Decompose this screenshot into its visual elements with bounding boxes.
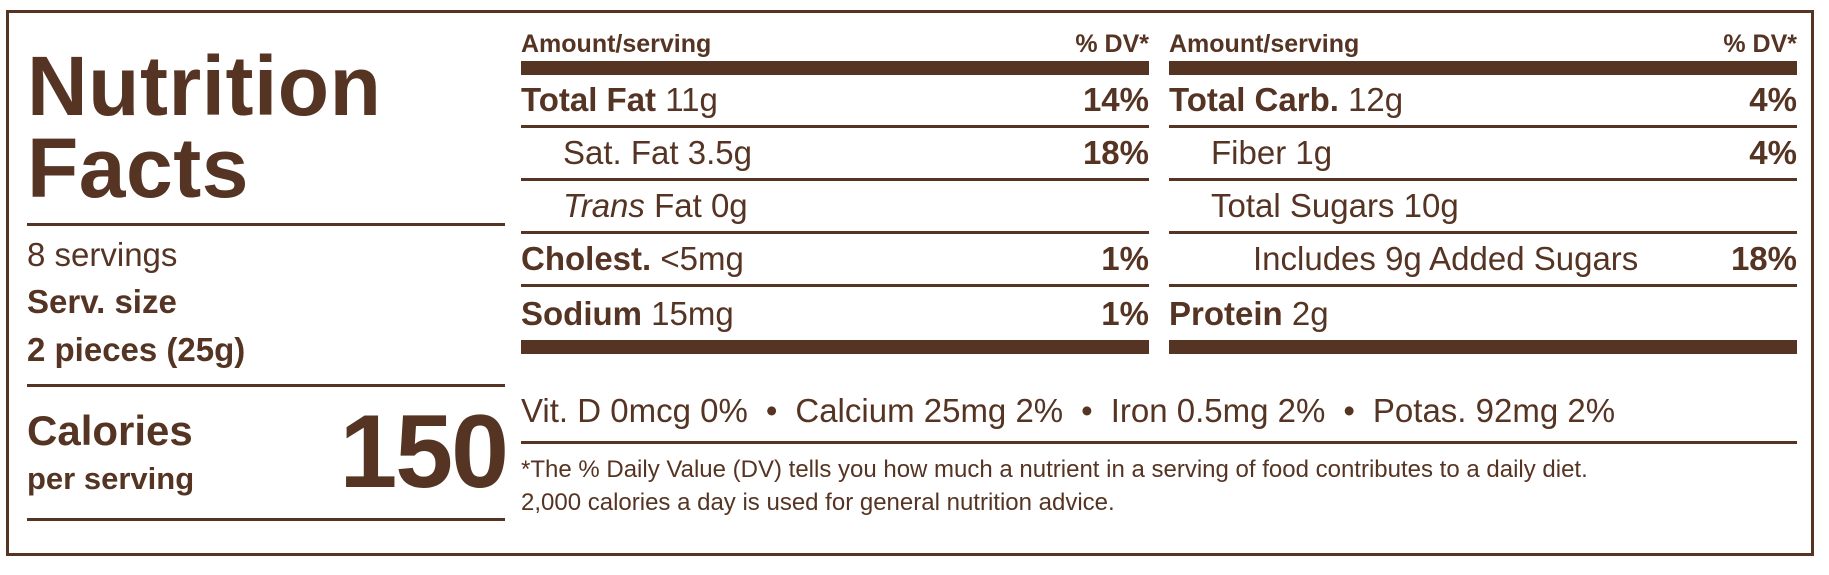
nutrient-amount: <5mg: [660, 240, 744, 277]
title-line-1: Nutrition: [27, 39, 382, 133]
vitamins-minerals-line: Vit. D 0mcg 0% • Calcium 25mg 2% • Iron 0.5m…: [521, 383, 1797, 444]
nutrient-dv: 4%: [1749, 134, 1797, 171]
column-header: Amount/serving % DV*: [521, 13, 1149, 61]
header-dv: % DV*: [1075, 30, 1149, 58]
nutrient-amount: 2g: [1291, 294, 1329, 332]
nutrient-name: Includes 9g Added Sugars: [1253, 240, 1639, 277]
header-amount: Amount/serving: [521, 30, 712, 58]
potassium: Potas. 92mg 2%: [1372, 392, 1616, 429]
nutrient-column-right: Amount/serving % DV* Total Carb. 12g 4% …: [1169, 13, 1797, 354]
nutrient-name: Total Sugars: [1211, 187, 1395, 224]
calories-block: Calories per serving 150: [27, 387, 509, 518]
nutrient-amount: 1g: [1295, 134, 1333, 171]
nutrient-name: Protein: [1169, 294, 1283, 332]
nutrient-dv: 18%: [1730, 240, 1797, 277]
nutrient-row-protein: Protein 2g: [1169, 287, 1797, 340]
bullet-separator: •: [1343, 392, 1355, 429]
nutrient-name: Total Fat: [521, 81, 657, 118]
nutrient-dv: 4%: [1749, 81, 1797, 118]
header-amount: Amount/serving: [1169, 30, 1360, 58]
nutrient-name: Cholest.: [521, 240, 652, 277]
nutrient-amount: 11g: [665, 81, 718, 118]
iron: Iron 0.5mg 2%: [1110, 392, 1326, 429]
divider: [27, 384, 505, 387]
nutrient-dv: 18%: [1082, 134, 1149, 171]
nutrient-name: Total Carb.: [1169, 81, 1339, 118]
servings-count: 8 servings: [27, 236, 178, 273]
thick-rule: [521, 340, 1149, 354]
serving-size-label: Serv. size: [27, 283, 177, 320]
vitamin-d: Vit. D 0mcg 0%: [521, 392, 748, 429]
nutrient-dv: 14%: [1082, 81, 1149, 118]
footnote-line-2: 2,000 calories a day is used for general…: [521, 489, 1115, 516]
thick-rule: [521, 61, 1149, 75]
nutrition-facts-panel: Nutrition Facts 8 servings Serv. size 2 …: [6, 10, 1814, 556]
nutrient-amount: 10g: [1403, 187, 1459, 224]
bullet-separator: •: [765, 392, 778, 429]
nutrient-row-trans-fat: Trans Fat 0g: [521, 181, 1149, 234]
nutrient-name: Sodium: [521, 294, 642, 332]
nutrient-row-total-carb: Total Carb. 12g 4%: [1169, 75, 1797, 128]
nutrient-row-fiber: Fiber 1g 4%: [1169, 128, 1797, 181]
nutrient-row-total-sugars: Total Sugars 10g: [1169, 181, 1797, 234]
bullet-separator: •: [1081, 392, 1093, 429]
nutrient-column-left: Amount/serving % DV* Total Fat 11g 14% S…: [521, 13, 1149, 354]
nutrient-amount: 3.5g: [687, 134, 752, 171]
nutrient-amount: 12g: [1348, 81, 1404, 118]
calories-label: Calories: [27, 407, 193, 454]
nutrient-row-sat-fat: Sat. Fat 3.5g 18%: [521, 128, 1149, 181]
header-dv: % DV*: [1723, 30, 1797, 58]
calories-sub-label: per serving: [27, 461, 195, 496]
nutrient-row-total-fat: Total Fat 11g 14%: [521, 75, 1149, 128]
nutrient-amount: 0g: [710, 187, 748, 224]
serving-size-value: 2 pieces (25g): [27, 331, 246, 368]
nutrient-row-sodium: Sodium 15mg 1%: [521, 287, 1149, 340]
column-header: Amount/serving % DV*: [1169, 13, 1797, 61]
label-summary: Nutrition Facts 8 servings Serv. size 2 …: [27, 13, 509, 521]
label-title: Nutrition Facts: [27, 39, 505, 215]
nutrient-name: Fiber: [1211, 134, 1287, 171]
thick-rule: [1169, 61, 1797, 75]
divider: [27, 223, 505, 226]
nutrient-amount: 15mg: [651, 294, 734, 332]
nutrient-dv: 1%: [1101, 240, 1149, 277]
thick-rule: [1169, 340, 1797, 354]
daily-value-footnote: *The % Daily Value (DV) tells you how mu…: [521, 453, 1797, 519]
title-line-2: Facts: [27, 121, 249, 215]
nutrient-name-italic: Trans: [563, 187, 645, 224]
nutrient-row-cholesterol: Cholest. <5mg 1%: [521, 234, 1149, 287]
calcium: Calcium 25mg 2%: [795, 392, 1064, 429]
nutrient-dv: 1%: [1101, 294, 1149, 332]
nutrient-name: Fat: [654, 187, 702, 224]
nutrient-name: Sat. Fat: [563, 134, 679, 171]
footnote-line-1: *The % Daily Value (DV) tells you how mu…: [521, 456, 1588, 483]
nutrient-row-added-sugars: Includes 9g Added Sugars 18%: [1169, 234, 1797, 287]
divider: [27, 518, 505, 521]
calories-value: 150: [339, 394, 509, 510]
